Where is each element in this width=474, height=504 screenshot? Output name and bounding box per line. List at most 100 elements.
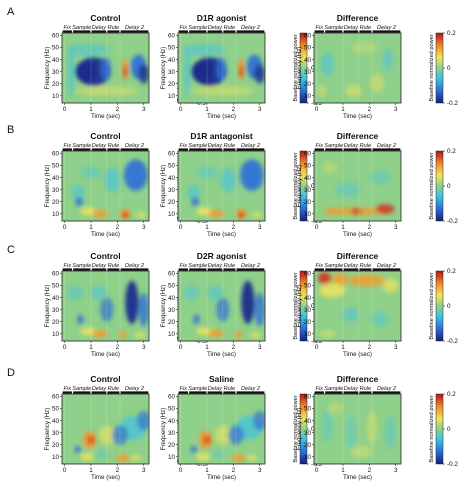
heatmap-blob	[75, 60, 97, 83]
heatmap-blob	[332, 273, 349, 286]
y-tick-label: 30	[52, 187, 60, 194]
y-tick-label: 30	[304, 187, 312, 194]
x-tick-label: 1	[89, 224, 93, 231]
heatmap	[313, 32, 402, 104]
epoch-label: Fix	[316, 25, 324, 31]
heatmap-blob	[382, 278, 399, 293]
y-tick-label: 50	[52, 45, 60, 52]
heatmap-blob	[317, 272, 332, 285]
heatmap-blobs	[187, 159, 264, 219]
y-tick-label: 20	[52, 442, 60, 449]
epoch-label: Rule	[360, 263, 372, 269]
heatmap-blob	[212, 450, 223, 458]
epoch-label: Fix	[64, 386, 72, 392]
x-tick-label: 2	[368, 467, 372, 474]
y-axis-label: Frequency (Hz)	[160, 47, 167, 90]
heatmap-blob	[96, 450, 107, 458]
colorbar-label: Baseline normalized power	[293, 272, 299, 339]
heatmap-blob	[74, 445, 81, 454]
heatmap-blob	[348, 274, 386, 287]
x-tick-label: 1	[205, 467, 209, 474]
y-tick-label: 30	[52, 430, 60, 437]
epoch-label: Delay 2	[377, 263, 397, 269]
epoch-label: Delay	[92, 263, 108, 269]
heatmap-blob	[239, 159, 264, 191]
epoch-label: Sample	[188, 143, 207, 149]
y-tick-label: 20	[168, 199, 176, 206]
x-tick-label: 1	[205, 224, 209, 231]
panel-title: D1R agonist	[197, 13, 247, 23]
heatmap-blob	[190, 445, 197, 454]
epoch-label: Delay 2	[125, 25, 145, 31]
colorbar-label: Baseline normalized power	[429, 395, 435, 462]
epoch-label: Delay	[92, 386, 108, 392]
y-tick-label: 20	[168, 319, 176, 326]
epoch-label: Sample	[324, 25, 343, 31]
heatmap-blob	[350, 445, 373, 458]
colorbar-tick-label: 0.2	[447, 391, 456, 398]
heatmap-blob	[123, 159, 148, 191]
x-tick-label: 0	[179, 106, 183, 113]
x-tick-label: 0	[179, 344, 183, 351]
epoch-label: Fix	[64, 263, 72, 269]
x-tick-label: 3	[142, 344, 146, 351]
x-tick-label: 3	[258, 224, 262, 231]
heatmap-blob	[191, 60, 213, 83]
heatmap-blob	[220, 167, 236, 193]
heatmap	[177, 32, 266, 104]
y-tick-label: 50	[52, 163, 60, 170]
colorbar-tick-label: -0.5	[195, 461, 206, 468]
y-tick-label: 60	[304, 33, 312, 40]
heatmap-blob	[196, 453, 210, 461]
heatmap-blob	[187, 184, 201, 200]
heatmap-blob	[345, 84, 362, 97]
x-tick-label: 3	[258, 467, 262, 474]
colorbar-tick-label: 0	[447, 303, 451, 310]
y-tick-label: 10	[304, 93, 312, 100]
heatmap-layer	[62, 394, 149, 464]
heatmap-blob	[67, 285, 84, 300]
heatmap-blob	[183, 43, 226, 56]
colorbar-tick-label: 0.2	[447, 268, 456, 275]
y-tick-label: 40	[168, 418, 176, 425]
x-axis-label: Time (sec)	[91, 113, 120, 120]
heatmap-blob	[135, 331, 145, 338]
y-tick-label: 40	[304, 57, 312, 64]
heatmap-blob	[327, 402, 343, 415]
colorbar	[435, 270, 444, 342]
x-tick-label: 1	[89, 106, 93, 113]
y-tick-label: 10	[52, 93, 60, 100]
heatmap-blob	[104, 167, 121, 193]
heatmap-blob	[251, 331, 261, 338]
heatmap-blob	[137, 410, 149, 431]
heatmap-blob	[234, 331, 243, 339]
x-axis-label: Time (sec)	[91, 474, 120, 481]
x-tick-label: 2	[116, 467, 120, 474]
x-tick-label: 3	[142, 467, 146, 474]
colorbar-label: Baseline normalized power	[293, 395, 299, 462]
x-tick-label: 3	[394, 224, 398, 231]
y-tick-label: 40	[168, 57, 176, 64]
panel-title: Control	[90, 251, 120, 261]
heatmap-blob	[216, 57, 227, 82]
x-tick-label: 3	[142, 106, 146, 113]
colorbar-tick-label: -0.5	[195, 100, 206, 107]
heatmap-blob	[80, 453, 94, 461]
x-tick-label: 2	[368, 224, 372, 231]
heatmap-blob	[92, 330, 109, 338]
y-tick-label: 30	[304, 307, 312, 314]
heatmap-layer	[62, 271, 149, 341]
heatmap-blob	[317, 84, 326, 97]
x-axis-label: Time (sec)	[207, 351, 236, 358]
panel-letter: A	[7, 6, 15, 18]
epoch-label: Delay 2	[125, 143, 145, 149]
y-tick-label: 20	[304, 199, 312, 206]
heatmap-blob	[319, 330, 336, 338]
x-tick-label: 3	[142, 224, 146, 231]
x-tick-label: 2	[232, 224, 236, 231]
y-tick-label: 10	[168, 211, 176, 218]
heatmap-blob	[254, 64, 265, 84]
x-axis-label: Time (sec)	[343, 113, 372, 120]
y-tick-label: 10	[304, 454, 312, 461]
epoch-label: Rule	[108, 143, 120, 149]
